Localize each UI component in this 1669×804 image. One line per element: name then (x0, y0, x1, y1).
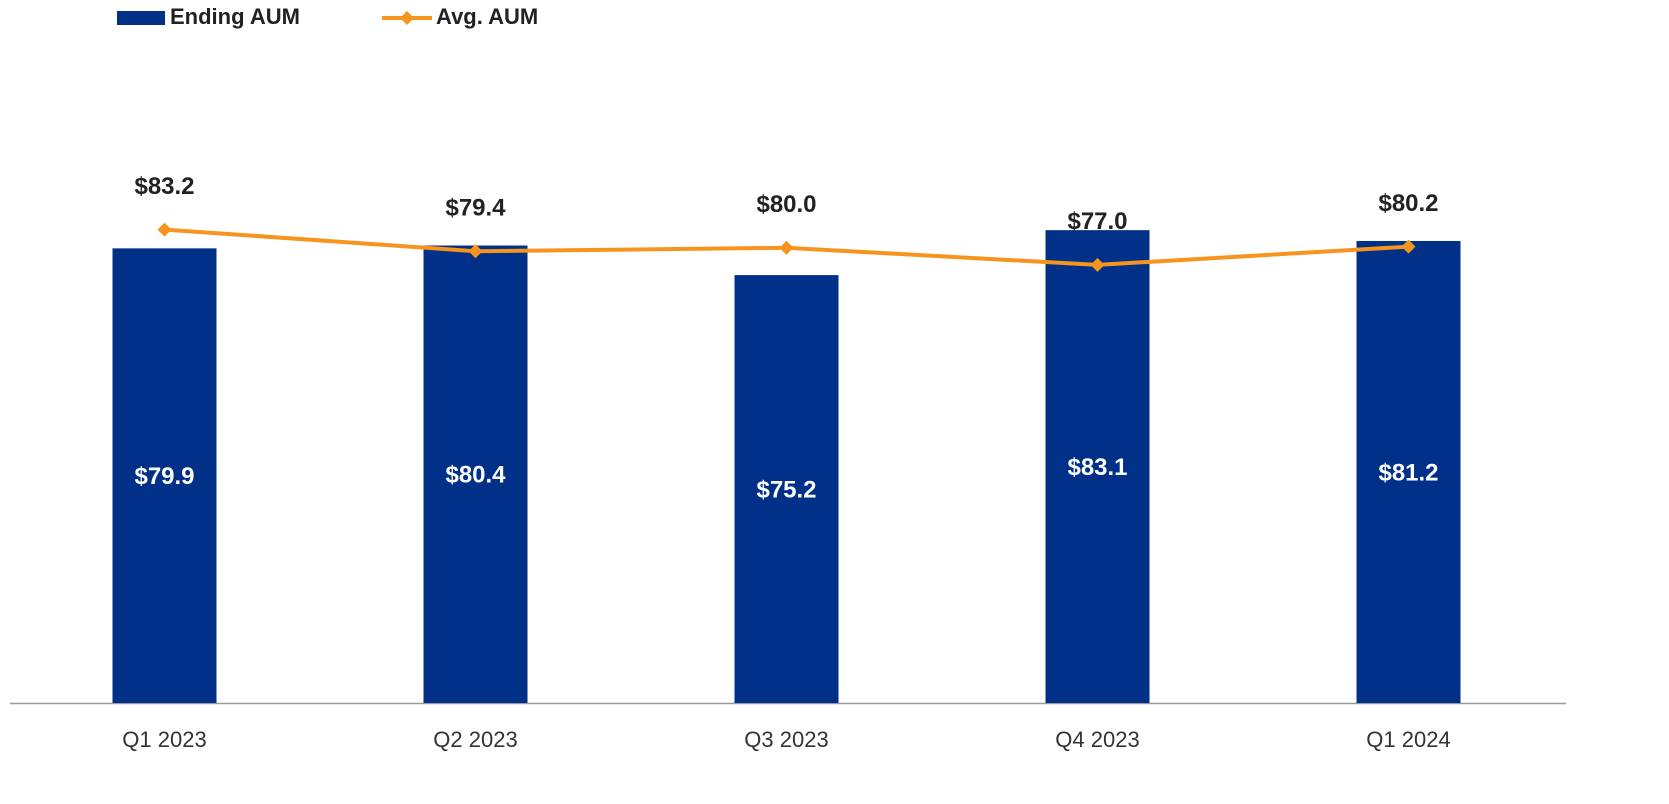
line-marker (157, 222, 172, 237)
line-marker (1090, 257, 1105, 272)
bar-label: $80.4 (445, 462, 506, 489)
bar-label: $83.1 (1067, 454, 1127, 481)
bar (423, 245, 528, 704)
bar-label: $75.2 (756, 476, 816, 503)
bar (1045, 230, 1150, 703)
x-tick-label: Q1 2023 (122, 727, 206, 752)
bar (1356, 240, 1461, 704)
line-marker (779, 240, 794, 255)
line-marker (1401, 239, 1416, 254)
bar (734, 275, 839, 703)
line-label: $83.2 (134, 173, 194, 200)
x-tick-label: Q1 2024 (1366, 727, 1450, 752)
line-label: $77.0 (1067, 208, 1127, 235)
line-label: $80.0 (756, 191, 816, 218)
x-tick-label: Q3 2023 (744, 727, 828, 752)
legend-marker (400, 11, 414, 25)
line-marker (468, 244, 483, 259)
line-label: $79.4 (445, 195, 506, 222)
line-label: $80.2 (1378, 190, 1438, 217)
x-tick-label: Q2 2023 (433, 727, 517, 752)
x-tick-label: Q4 2023 (1055, 727, 1139, 752)
legend-label: Avg. AUM (436, 4, 538, 29)
legend-swatch (117, 11, 165, 25)
bar (112, 248, 217, 703)
legend-label: Ending AUM (170, 4, 300, 29)
bar-label: $79.9 (134, 463, 194, 490)
bar-label: $81.2 (1378, 459, 1438, 486)
